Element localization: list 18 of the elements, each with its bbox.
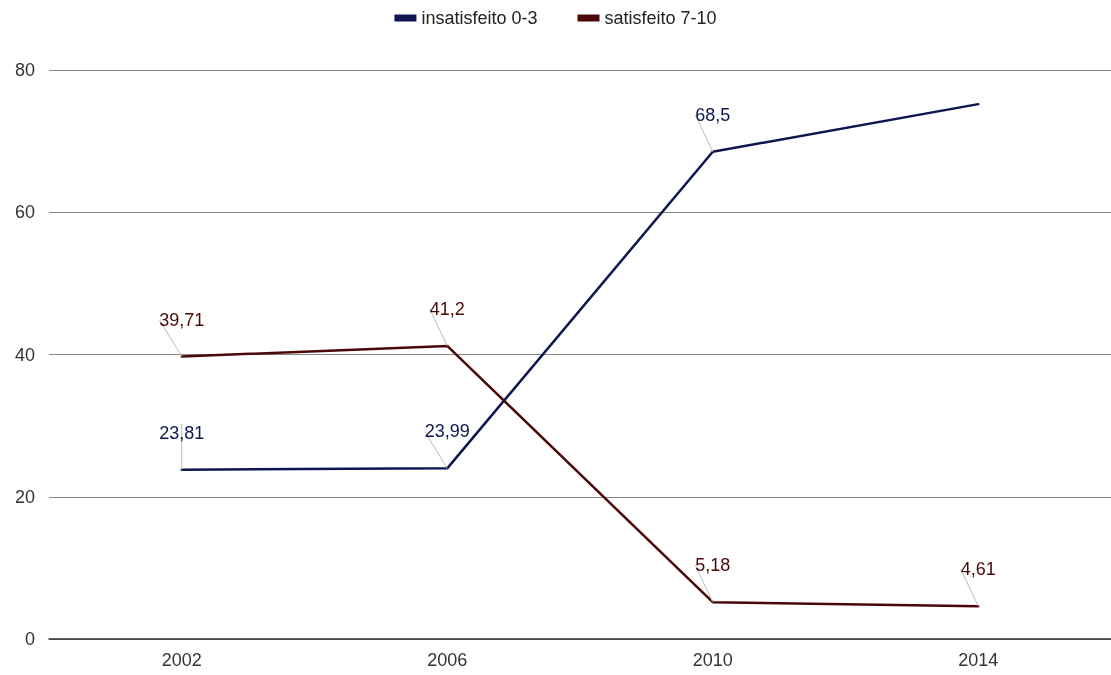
data-label: 23,81 xyxy=(159,422,205,443)
x-tick-label: 2002 xyxy=(161,650,202,670)
y-tick-label: 40 xyxy=(14,344,35,365)
y-tick-label: 80 xyxy=(14,60,35,80)
data-label: 4,61 xyxy=(960,559,996,580)
x-tick-label: 2010 xyxy=(692,650,733,670)
y-tick-label: 0 xyxy=(24,629,35,649)
data-label: 23,99 xyxy=(424,421,470,442)
y-tick-label: 20 xyxy=(14,486,35,507)
data-label: 5,18 xyxy=(695,555,731,576)
data-label: 39,71 xyxy=(159,309,205,330)
x-tick-label: 2014 xyxy=(958,650,999,670)
legend-label: insatisfeito 0-3 xyxy=(421,8,538,28)
x-tick-label: 2006 xyxy=(427,650,468,670)
legend-label: satisfeito 7-10 xyxy=(604,8,717,28)
y-tick-label: 60 xyxy=(14,202,35,223)
data-label: 68,5 xyxy=(695,104,731,125)
data-label: 41,2 xyxy=(429,298,465,319)
